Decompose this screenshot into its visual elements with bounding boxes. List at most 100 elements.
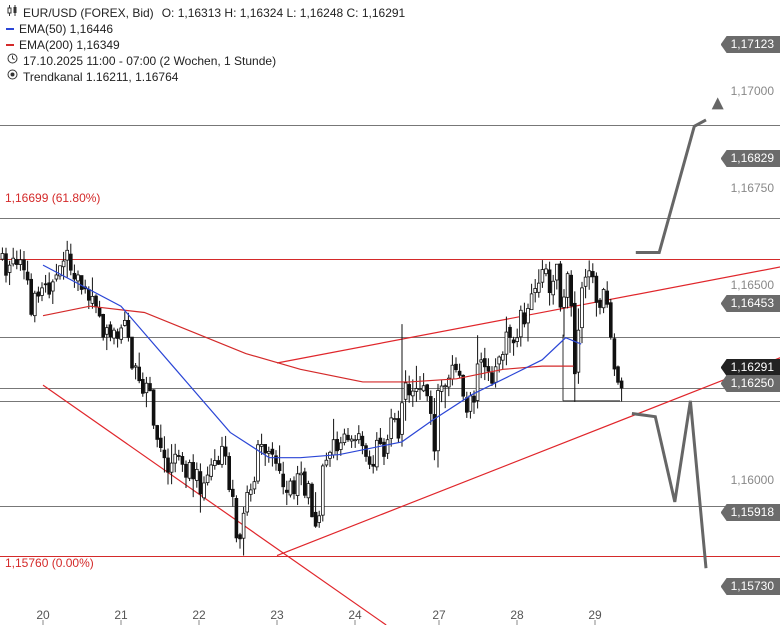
candle-body: [144, 382, 149, 394]
candle-body: [7, 264, 12, 273]
candle-body: [508, 326, 512, 338]
ema50-swatch: [6, 28, 14, 30]
candle-body: [162, 449, 167, 459]
candle-body: [94, 295, 98, 308]
candle-body: [526, 307, 530, 324]
candle-body: [497, 356, 501, 365]
candle-body: [227, 456, 232, 490]
price-label-115730[interactable]: 1,15730: [720, 578, 780, 595]
candle-body: [151, 389, 156, 426]
clock-icon: [6, 53, 18, 69]
candle-body: [331, 439, 336, 456]
time-tick-27: 27: [432, 608, 446, 622]
trend-channel-upper: [276, 266, 780, 364]
legend-channel-row[interactable]: Trendkanal 1.16211, 1.16764: [6, 69, 405, 85]
candle-body: [594, 275, 599, 303]
candle-body: [609, 302, 613, 338]
price-label-116250[interactable]: 1,16250: [720, 375, 780, 392]
candle-body: [274, 455, 278, 464]
candle-body: [378, 437, 383, 445]
ema50-label: EMA(50) 1,16446: [19, 22, 114, 36]
candle-body: [529, 293, 534, 311]
candle-body: [277, 463, 282, 472]
candle-body: [544, 268, 548, 275]
candle-body: [519, 309, 523, 338]
candle-body: [25, 271, 30, 281]
candle-body: [184, 463, 188, 478]
candle-body: [551, 280, 555, 296]
candle-body: [504, 331, 509, 355]
ema200-label: EMA(200) 1,16349: [19, 38, 120, 52]
candle-body: [612, 338, 617, 370]
candle-body: [130, 336, 134, 369]
candle-body: [511, 339, 516, 344]
candle-body: [245, 492, 250, 513]
candle-body: [371, 463, 375, 467]
candle-body: [148, 383, 152, 392]
candle-body: [443, 385, 447, 388]
candle-body: [493, 366, 498, 383]
price-label-117123[interactable]: 1,17123: [720, 36, 780, 53]
candle-body: [205, 474, 210, 484]
candle-body: [587, 270, 591, 278]
candle-body: [166, 457, 170, 473]
candle-body: [500, 354, 505, 361]
candle-body: [47, 282, 51, 295]
candle-body: [61, 260, 66, 268]
candle-body: [533, 288, 537, 294]
axis-tick-116500: 1,16500: [730, 278, 774, 292]
legend-ema50-row[interactable]: EMA(50) 1,16446: [6, 21, 405, 37]
candle-body: [270, 448, 275, 455]
candle-body: [238, 534, 242, 540]
candle-body: [220, 445, 224, 465]
candle-body: [414, 388, 419, 392]
candle-body: [173, 453, 178, 464]
candle-body: [191, 462, 196, 480]
candle-body: [115, 331, 120, 339]
time-tick-29: 29: [588, 608, 602, 622]
legend-period-row: 17.10.2025 11:00 - 07:00 (2 Wochen, 1 St…: [6, 53, 405, 69]
fib-level-618: 1,16699 (61.80%): [5, 191, 101, 205]
candle-body: [133, 365, 138, 368]
candle-body: [158, 437, 163, 449]
candle-body: [389, 417, 393, 439]
candle-body: [360, 435, 365, 447]
candlestick-icon: [6, 5, 18, 21]
candle-body: [407, 384, 411, 396]
candle-body: [202, 482, 206, 499]
candle-body: [450, 364, 455, 380]
candle-body: [22, 259, 26, 271]
candle-body: [428, 396, 433, 414]
candle-body: [367, 456, 372, 465]
candle-body: [475, 363, 480, 401]
candle-body: [619, 380, 624, 389]
candle-body: [112, 329, 116, 339]
candle-body: [601, 289, 606, 309]
candle-body: [198, 471, 203, 495]
candle-body: [396, 418, 401, 439]
candle-body: [263, 444, 267, 454]
candle-body: [58, 265, 62, 277]
ema200-swatch: [6, 44, 14, 46]
price-label-116829[interactable]: 1,16829: [720, 150, 780, 167]
ema200-line: [42, 305, 574, 383]
candle-body: [576, 329, 581, 373]
price-label-115918[interactable]: 1,15918: [720, 504, 780, 521]
candle-body: [346, 434, 350, 441]
candle-body: [335, 438, 339, 452]
candle-body: [292, 480, 296, 495]
candle-body: [338, 442, 343, 450]
candle-body: [108, 324, 113, 338]
projection-up-path: [635, 118, 707, 255]
candle-body: [583, 276, 588, 287]
legend-ema200-row[interactable]: EMA(200) 1,16349: [6, 37, 405, 53]
candle-body: [281, 473, 285, 488]
last-price-label[interactable]: 1,16291: [720, 359, 780, 376]
time-tick-22: 22: [192, 608, 206, 622]
candle-body: [33, 292, 37, 317]
candle-body: [72, 272, 77, 280]
candle-body: [320, 465, 325, 516]
price-label-116453[interactable]: 1,16453: [720, 295, 780, 312]
candle-body: [436, 390, 440, 452]
